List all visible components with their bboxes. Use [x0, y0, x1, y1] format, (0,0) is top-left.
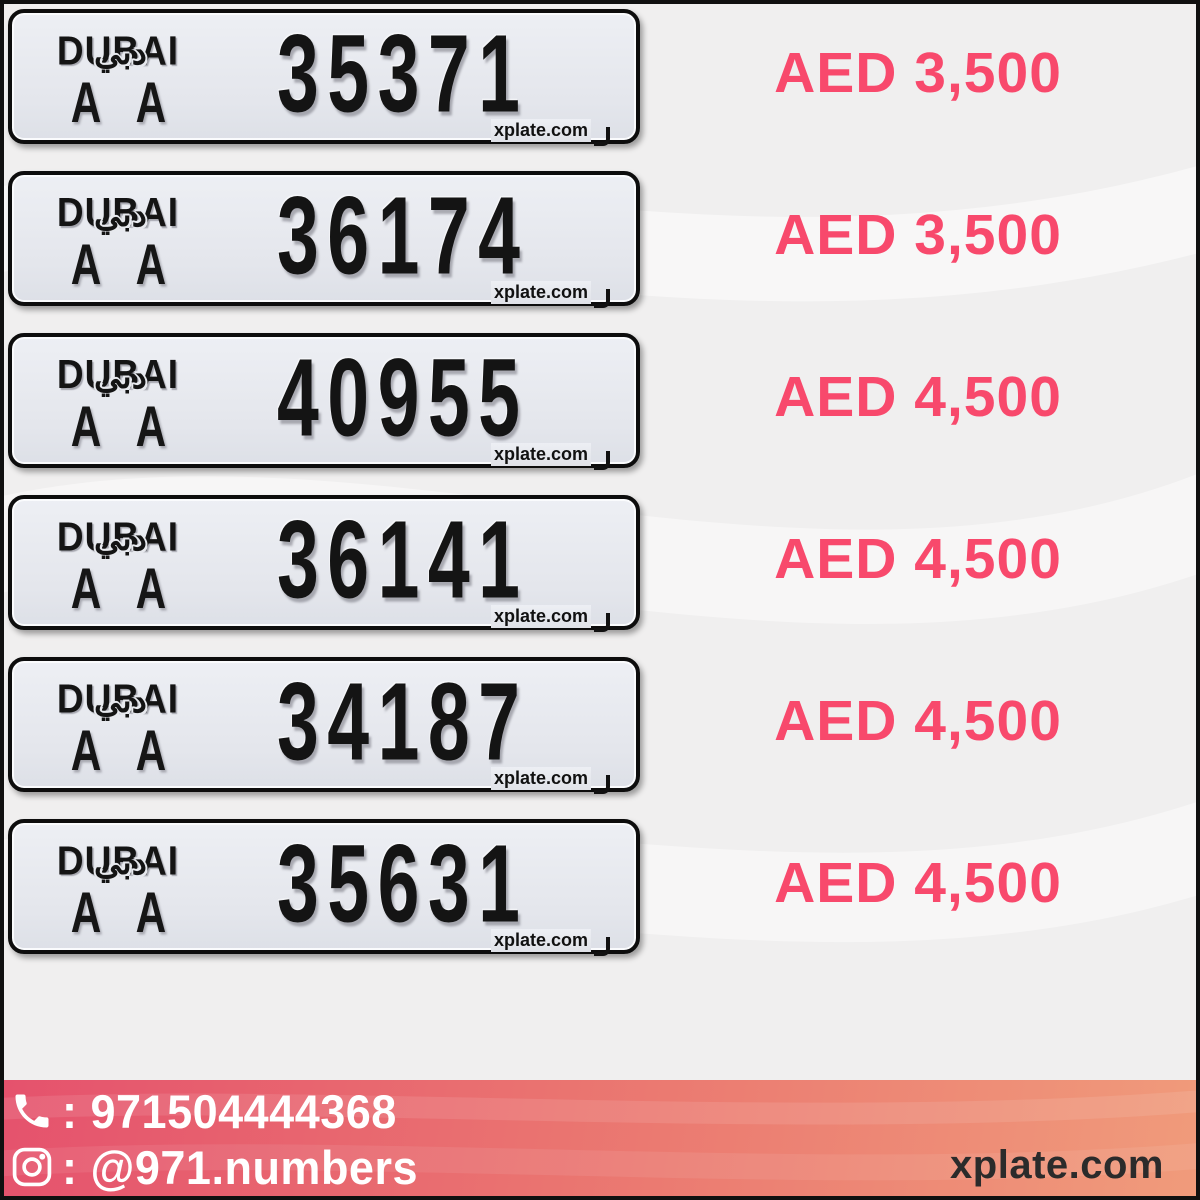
license-plate: DUBAI دبي A A 34187 xplate.com: [8, 657, 640, 794]
plate-code: A A: [70, 717, 180, 783]
dubai-logo-latin: DUBAI: [56, 189, 180, 236]
plate-left-block: DUBAI دبي A A: [12, 27, 224, 135]
xplate-brand: xplate.com: [950, 1143, 1164, 1187]
xplate-watermark: xplate.com: [490, 281, 610, 308]
price-label: AED 4,500: [774, 364, 1062, 429]
listing-row: DUBAI دبي A A 34187 xplate.com AED 4,500: [4, 657, 1196, 794]
plate-code: A A: [70, 555, 180, 621]
plate-number: 36141: [276, 497, 529, 621]
license-plate: DUBAI دبي A A 35371 xplate.com: [8, 9, 640, 146]
price-label: AED 4,500: [774, 688, 1062, 753]
plate-number: 35371: [276, 11, 529, 135]
plate-number-zone: 36174: [224, 173, 636, 296]
plate-number: 40955: [276, 335, 529, 459]
plate-number: 35631: [276, 821, 529, 945]
watermark-bracket: [594, 775, 610, 794]
price-label: AED 4,500: [774, 850, 1062, 915]
listing-rows: DUBAI دبي A A 35371 xplate.com AED 3,500…: [4, 9, 1196, 956]
dubai-logo-arabic: دبي: [93, 682, 147, 721]
dubai-logo-latin: DUBAI: [56, 27, 180, 74]
price-label: AED 3,500: [774, 202, 1062, 267]
watermark-bracket: [594, 289, 610, 308]
plate-number-zone: 36141: [224, 497, 636, 620]
plate-left-block: DUBAI دبي A A: [12, 189, 224, 297]
dubai-logo: DUBAI دبي: [56, 837, 180, 884]
dubai-logo: DUBAI دبي: [56, 513, 180, 560]
dubai-logo-arabic: دبي: [93, 196, 147, 235]
xplate-watermark: xplate.com: [490, 767, 610, 794]
xplate-watermark: xplate.com: [490, 119, 610, 146]
plate-number: 36174: [276, 173, 529, 297]
dubai-logo-latin: DUBAI: [56, 351, 180, 398]
license-plate: DUBAI دبي A A 35631 xplate.com: [8, 819, 640, 956]
listing-row: DUBAI دبي A A 36174 xplate.com AED 3,500: [4, 171, 1196, 308]
dubai-logo-latin: DUBAI: [56, 513, 180, 560]
dubai-logo-arabic: دبي: [93, 358, 147, 397]
instagram-icon: [12, 1147, 52, 1187]
dubai-logo-latin: DUBAI: [56, 675, 180, 722]
watermark-bracket: [594, 451, 610, 470]
license-plate: DUBAI دبي A A 40955 xplate.com: [8, 333, 640, 470]
dubai-logo-latin: DUBAI: [56, 837, 180, 884]
plate-number-zone: 35631: [224, 821, 636, 944]
contact-block: : 971504444368 : @971.numbers: [10, 1084, 418, 1194]
license-plate: DUBAI دبي A A 36174 xplate.com: [8, 171, 640, 308]
listing-row: DUBAI دبي A A 40955 xplate.com AED 4,500: [4, 333, 1196, 470]
phone-line: : 971504444368: [10, 1084, 418, 1138]
plate-code: A A: [70, 879, 180, 945]
plate-number-zone: 34187: [224, 659, 636, 782]
plate-left-block: DUBAI دبي A A: [12, 837, 224, 945]
xplate-watermark: xplate.com: [490, 929, 610, 956]
plate-left-block: DUBAI دبي A A: [12, 675, 224, 783]
instagram-line: : @971.numbers: [10, 1140, 418, 1194]
listing-row: DUBAI دبي A A 36141 xplate.com AED 4,500: [4, 495, 1196, 632]
plate-code: A A: [70, 231, 180, 297]
dubai-logo: DUBAI دبي: [56, 189, 180, 236]
plate-left-block: DUBAI دبي A A: [12, 513, 224, 621]
price-label: AED 4,500: [774, 526, 1062, 591]
license-plate: DUBAI دبي A A 36141 xplate.com: [8, 495, 640, 632]
phone-icon: [15, 1094, 49, 1128]
price-label: AED 3,500: [774, 40, 1062, 105]
contact-footer: : 971504444368 : @971.numbers xplate.com: [4, 1080, 1196, 1196]
xplate-watermark: xplate.com: [490, 605, 610, 632]
dubai-logo: DUBAI دبي: [56, 675, 180, 722]
plate-left-block: DUBAI دبي A A: [12, 351, 224, 459]
dubai-logo-arabic: دبي: [93, 34, 147, 73]
plate-number-zone: 35371: [224, 11, 636, 134]
plate-code: A A: [70, 393, 180, 459]
phone-number: : 971504444368: [62, 1084, 397, 1138]
watermark-bracket: [594, 613, 610, 632]
dubai-logo: DUBAI دبي: [56, 27, 180, 74]
listing-row: DUBAI دبي A A 35631 xplate.com AED 4,500: [4, 819, 1196, 956]
instagram-handle: : @971.numbers: [62, 1140, 418, 1194]
xplate-watermark: xplate.com: [490, 443, 610, 470]
dubai-logo: DUBAI دبي: [56, 351, 180, 398]
watermark-bracket: [594, 127, 610, 146]
dubai-logo-arabic: دبي: [93, 520, 147, 559]
dubai-logo-arabic: دبي: [93, 844, 147, 883]
listing-row: DUBAI دبي A A 35371 xplate.com AED 3,500: [4, 9, 1196, 146]
watermark-bracket: [594, 937, 610, 956]
plate-code: A A: [70, 69, 180, 135]
plate-number-zone: 40955: [224, 335, 636, 458]
plate-number: 34187: [276, 659, 529, 783]
